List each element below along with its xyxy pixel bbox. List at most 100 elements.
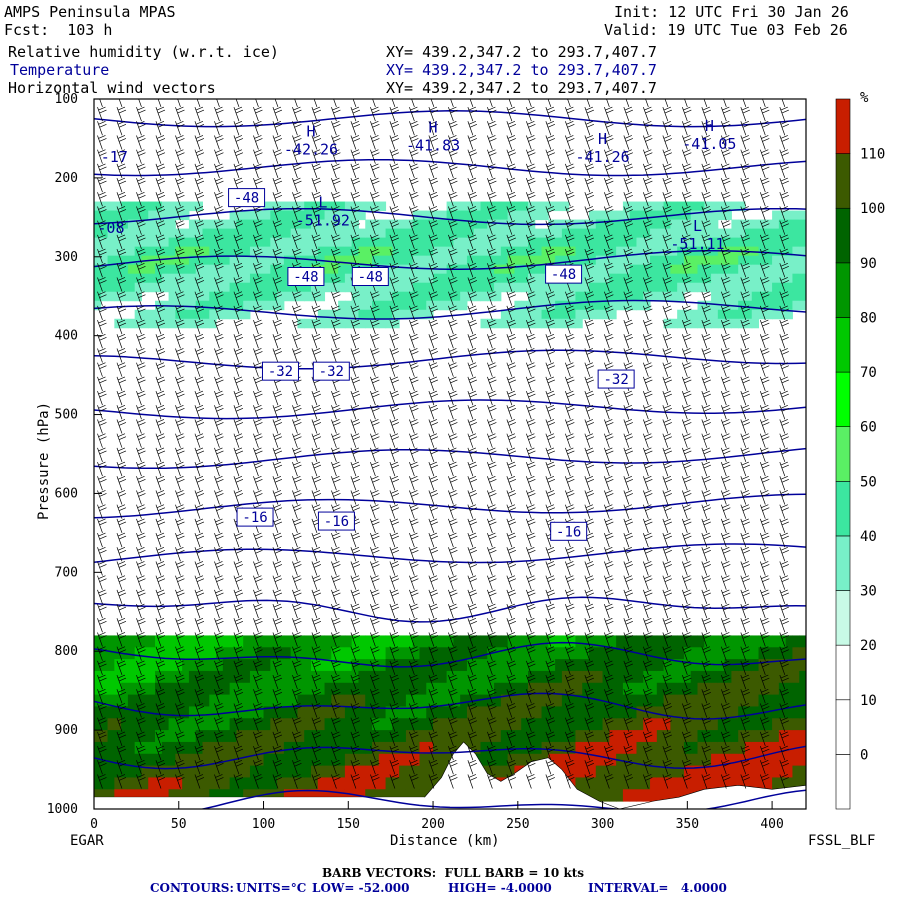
contour-label-box xyxy=(317,511,355,531)
contour-label-box xyxy=(550,521,588,541)
plot-frame xyxy=(93,98,807,810)
forecast-hour: Fcst: 103 h xyxy=(4,21,113,39)
contour-label: -32 xyxy=(319,364,344,380)
contour-label-box xyxy=(351,267,389,286)
colorbar-level: 60 xyxy=(860,420,877,436)
x-tick-label: 350 xyxy=(676,817,699,832)
x-tick-label: 150 xyxy=(337,817,360,832)
contour-label: -48 xyxy=(358,270,383,286)
right-endpoint: FSSL_BLF xyxy=(808,833,876,849)
init-time: Init: 12 UTC Fri 30 Jan 26 xyxy=(614,3,849,21)
edge-contour-label: -08 xyxy=(97,219,124,237)
colorbar-segment xyxy=(835,371,851,427)
field-name-rh: Relative humidity (w.r.t. ice) xyxy=(8,43,279,61)
valid-time: Valid: 19 UTC Tue 03 Feb 26 xyxy=(604,21,848,39)
y-tick-label: 600 xyxy=(55,486,78,501)
contours-high: HIGH= -4.0000 xyxy=(448,881,552,895)
y-axis-title: Pressure (hPa) xyxy=(36,401,52,520)
colorbar-level: 90 xyxy=(860,256,877,272)
colorbar-segment xyxy=(835,754,851,810)
y-tick-label: 700 xyxy=(55,565,78,580)
y-tick-label: 400 xyxy=(55,329,78,344)
extremum-marker: H xyxy=(306,122,315,140)
terrain-base xyxy=(94,797,425,809)
y-tick-label: 1000 xyxy=(47,802,78,817)
extremum-marker: L xyxy=(693,217,702,235)
colorbar-segment xyxy=(835,426,851,482)
colorbar: 0 10 20 30 40 50 60 70 80 90 100 110 xyxy=(835,98,885,810)
contour-label: -16 xyxy=(324,514,349,530)
colorbar-segment xyxy=(835,535,851,591)
contours-low: LOW= -52.000 xyxy=(312,881,410,895)
terrain xyxy=(94,741,806,809)
y-tick-label: 800 xyxy=(55,644,78,659)
extremum-value: -41.83 xyxy=(406,136,460,154)
isotherm xyxy=(94,543,806,564)
contours-interval: INTERVAL= 4.0000 xyxy=(588,881,727,895)
colorbar-segment xyxy=(835,590,851,646)
temperature-contours xyxy=(94,110,806,809)
contour-label: -32 xyxy=(268,364,293,380)
colorbar-segment xyxy=(835,644,851,701)
colorbar-segment xyxy=(835,153,851,209)
terrain-profile xyxy=(94,741,806,809)
isotherm xyxy=(94,158,806,177)
y-tick-label: 900 xyxy=(55,723,78,738)
contours-label: CONTOURS: xyxy=(150,881,234,895)
y-tick-label: 500 xyxy=(55,408,78,423)
x-tick-label: 200 xyxy=(421,817,444,832)
wind-barbs xyxy=(97,99,789,789)
colorbar-level: 40 xyxy=(860,529,877,545)
colorbar-segment xyxy=(835,262,851,318)
colorbar-level: 30 xyxy=(860,584,877,600)
contour-label: -48 xyxy=(551,267,576,283)
y-tick-label: 200 xyxy=(55,171,78,186)
model-title: AMPS Peninsula MPAS xyxy=(4,3,176,21)
colorbar-level: 100 xyxy=(860,201,885,217)
contour-label-box xyxy=(261,361,299,381)
colorbar-level: 110 xyxy=(860,147,885,163)
x-tick-label: 50 xyxy=(171,817,187,832)
contours-units: UNITS=°C xyxy=(236,881,307,895)
contour-label: -16 xyxy=(242,510,267,526)
contour-label: -48 xyxy=(293,270,318,286)
x-tick-label: 100 xyxy=(252,817,275,832)
extremum-marker: H xyxy=(429,118,438,136)
extremum-value: -51.92 xyxy=(296,211,350,229)
field-name-wind: Horizontal wind vectors xyxy=(8,79,216,97)
x-tick-label: 0 xyxy=(90,817,98,832)
colorbar-unit: % xyxy=(860,90,869,106)
field-xy-temperature: XY= 439.2,347.2 to 293.7,407.7 xyxy=(386,61,657,79)
colorbar-segment xyxy=(835,207,851,264)
colorbar-level: 50 xyxy=(860,474,877,490)
colorbar-segment xyxy=(835,98,851,154)
y-tick-label: 100 xyxy=(55,92,78,107)
x-tick-label: 250 xyxy=(506,817,529,832)
colorbar-segment xyxy=(835,699,851,755)
isotherm xyxy=(94,596,806,623)
contour-label: -32 xyxy=(603,372,628,388)
field-xy-rh: XY= 439.2,347.2 to 293.7,407.7 xyxy=(386,43,657,61)
contour-labels: -48-48 -48 -48-32 -32 -32-16 -16-16H-42.26H-4… xyxy=(97,117,736,541)
isotherm xyxy=(199,789,806,809)
isotherm xyxy=(94,207,806,226)
isotherm xyxy=(94,745,806,770)
y-tick-label: 300 xyxy=(55,250,78,265)
isotherm xyxy=(94,250,806,271)
extremum-value: -51.11 xyxy=(670,235,724,253)
extremum-value: -41.05 xyxy=(682,135,736,153)
colorbar-level: 10 xyxy=(860,693,877,709)
contour-label-box xyxy=(287,267,325,286)
colorbar-level: 70 xyxy=(860,365,877,381)
extremum-marker: H xyxy=(598,130,607,148)
isotherm xyxy=(94,299,806,320)
extremum-marker: L xyxy=(318,193,327,211)
contour-label-box xyxy=(236,507,274,527)
colorbar-segment xyxy=(835,481,851,537)
field-name-temperature: Temperature xyxy=(10,61,110,79)
extremum-marker: H xyxy=(705,117,714,135)
x-tick-label: 300 xyxy=(591,817,614,832)
contour-label-box xyxy=(312,361,350,381)
x-tick-label: 400 xyxy=(760,817,783,832)
isotherm xyxy=(94,493,806,519)
